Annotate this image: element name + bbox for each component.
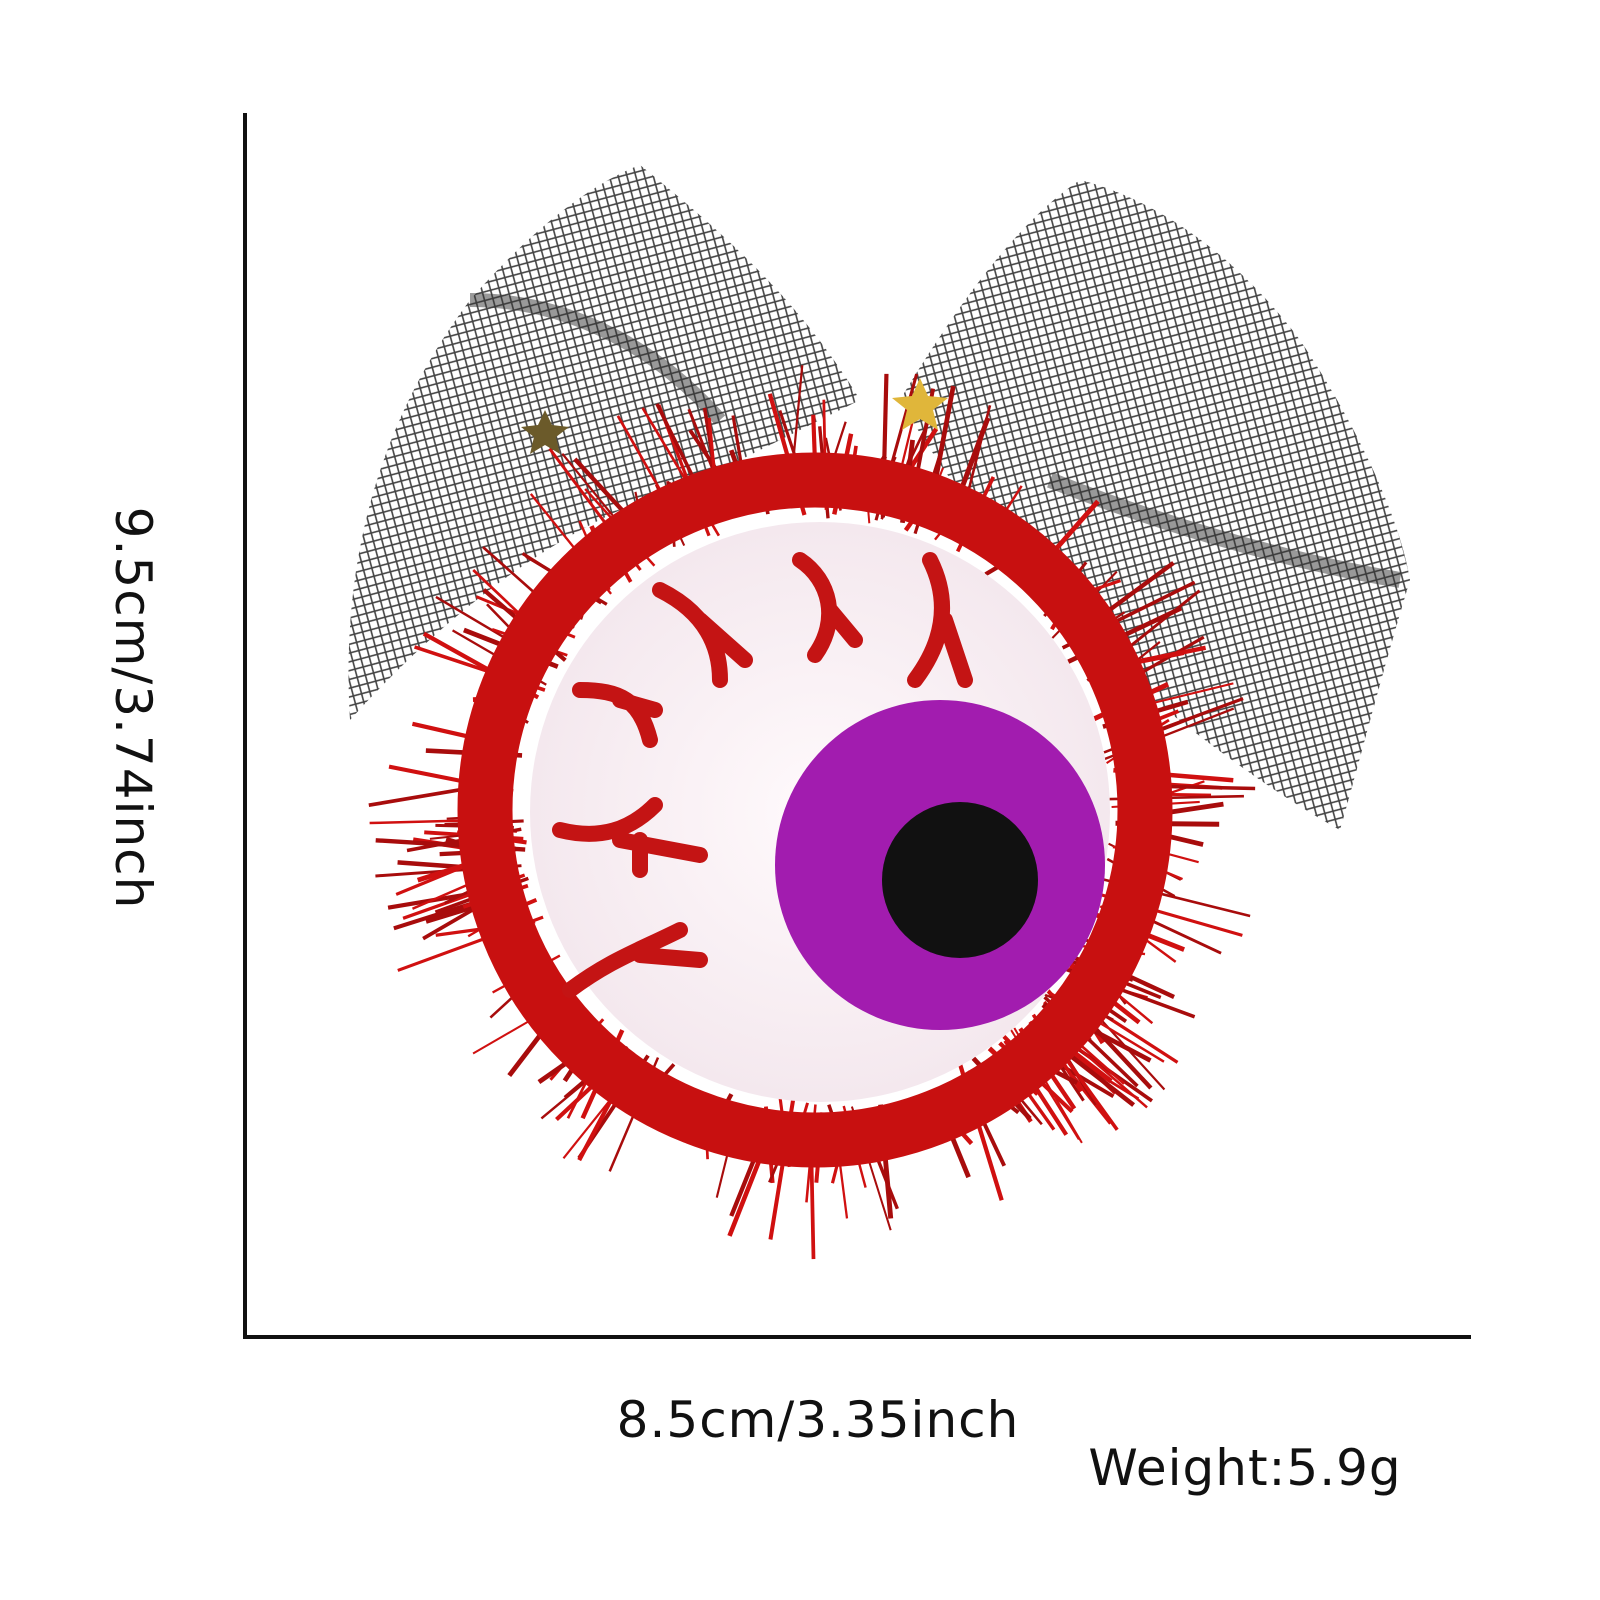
weight-label: Weight:5.9g [1088, 1439, 1402, 1497]
mesh-bow-right [900, 180, 1410, 830]
height-dimension-line [243, 113, 247, 1339]
red-tinsel-ring [457, 452, 1173, 1168]
star-sequin [521, 410, 569, 454]
width-label: 8.5cm/3.35inch [616, 1391, 1020, 1449]
pupil [882, 802, 1038, 958]
blood-veins [552, 552, 973, 998]
width-dimension-line [243, 1335, 1471, 1339]
mesh-bow-left [348, 165, 860, 720]
star-sequin [892, 378, 948, 430]
